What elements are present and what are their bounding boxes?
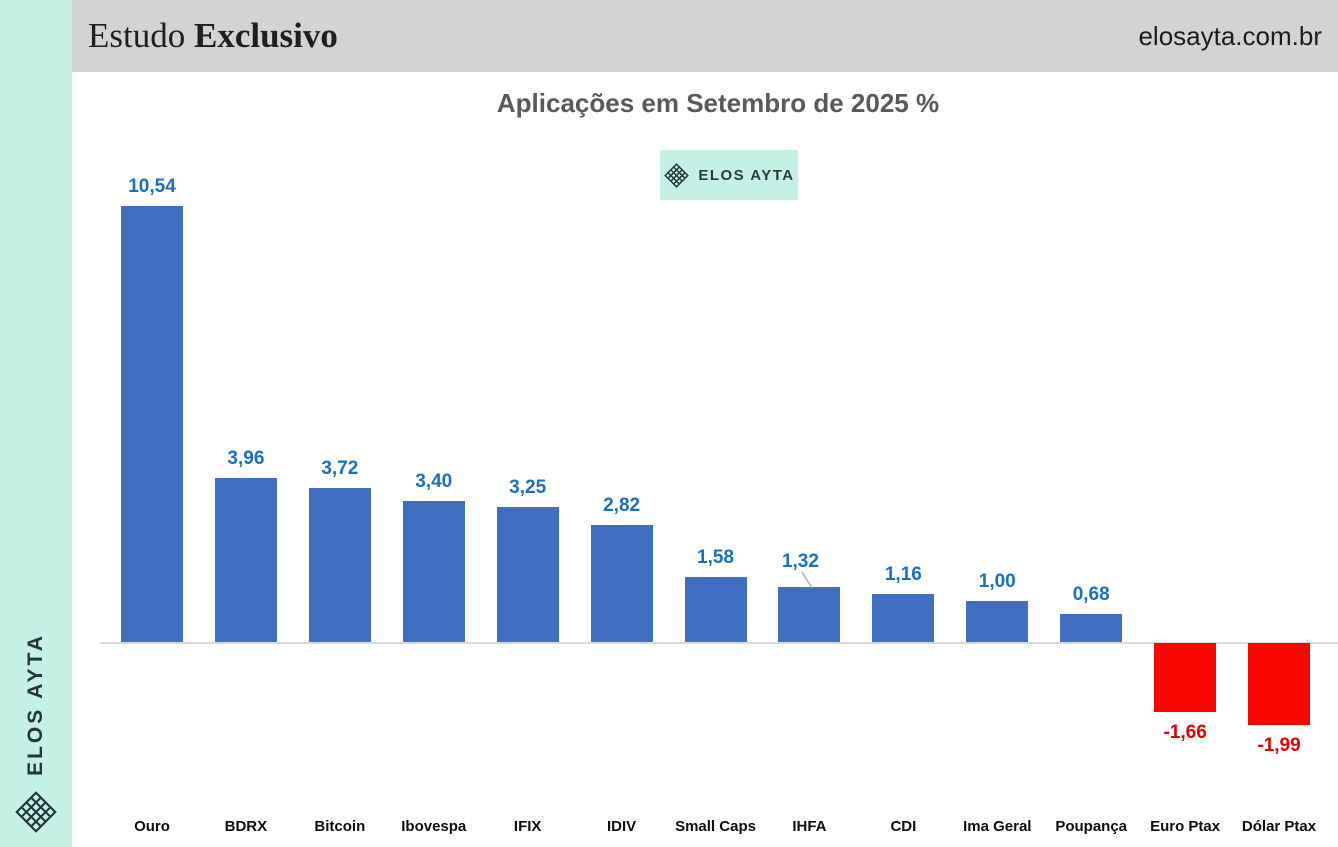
category-label: IDIV xyxy=(607,818,637,835)
bar-value-label: 3,96 xyxy=(227,448,265,470)
badge-label: ELOS AYTA xyxy=(698,166,795,184)
bar xyxy=(1154,643,1217,712)
study-title: Estudo Exclusivo xyxy=(88,16,338,56)
bar xyxy=(308,487,371,642)
bar xyxy=(778,587,841,642)
label-leader-line xyxy=(801,572,813,589)
chart-title: Aplicações em Setembro de 2025 % xyxy=(496,88,940,118)
category-label: Poupança xyxy=(1055,818,1128,835)
category-label: IFIX xyxy=(513,818,542,835)
brand-badge: ELOS AYTA xyxy=(660,150,798,200)
bar xyxy=(966,600,1029,642)
bar xyxy=(590,525,653,642)
bar-value-label: 0,68 xyxy=(1072,583,1110,605)
bar xyxy=(872,593,935,642)
axis-baseline xyxy=(100,642,1338,644)
bar-value-label: 1,58 xyxy=(697,546,734,568)
website-url: elosayta.com.br xyxy=(1138,20,1322,51)
category-label: BDRX xyxy=(224,818,268,835)
bar-value-label: -1,99 xyxy=(1257,735,1301,757)
bar xyxy=(402,501,465,642)
bar xyxy=(684,576,747,642)
bar-value-label: 2,82 xyxy=(603,495,641,517)
category-label: Dólar Ptax xyxy=(1241,818,1317,835)
header-bar: Estudo Exclusivo elosayta.com.br xyxy=(72,0,1338,72)
bar xyxy=(1248,643,1311,726)
category-label: Ima Geral xyxy=(963,818,1032,835)
elos-ayta-lattice-logo-icon xyxy=(15,791,57,833)
category-label: IHFA xyxy=(792,818,827,835)
category-label: Small Caps xyxy=(675,818,756,835)
elos-ayta-lattice-logo-icon xyxy=(664,162,690,188)
category-label: Euro Ptax xyxy=(1150,818,1221,835)
sidebar-brand-vertical-text: ELOS AYTA xyxy=(24,633,47,776)
sidebar: ELOS AYTA xyxy=(0,0,72,847)
bar-value-label: 10,54 xyxy=(128,175,176,197)
bar xyxy=(121,205,183,642)
bar xyxy=(1060,613,1123,642)
study-title-regular: Estudo xyxy=(88,16,186,55)
bar-value-label: 3,40 xyxy=(415,471,453,493)
bar-value-label: 3,25 xyxy=(509,477,547,499)
bar xyxy=(214,478,277,642)
study-title-bold: Exclusivo xyxy=(193,16,338,55)
category-label: Bitcoin xyxy=(314,818,366,835)
bar-value-label: 1,16 xyxy=(884,563,922,585)
bar-value-label: -1,66 xyxy=(1163,721,1207,743)
bar-value-label: 3,72 xyxy=(321,457,359,479)
category-label: Ouro xyxy=(134,818,170,835)
category-label: Ibovespa xyxy=(401,818,467,835)
bar-value-label: 1,32 xyxy=(781,551,819,573)
category-label: CDI xyxy=(890,818,917,835)
chart-area: Aplicações em Setembro de 2025 % ELOS AY… xyxy=(72,72,1338,847)
plot-area: 10,54 Ouro 3,96 BDRX 3,72 Bitcoin 3,40 Ibovespa… xyxy=(72,72,1338,847)
bar-value-label: 1,00 xyxy=(978,570,1016,592)
bar xyxy=(496,507,559,642)
